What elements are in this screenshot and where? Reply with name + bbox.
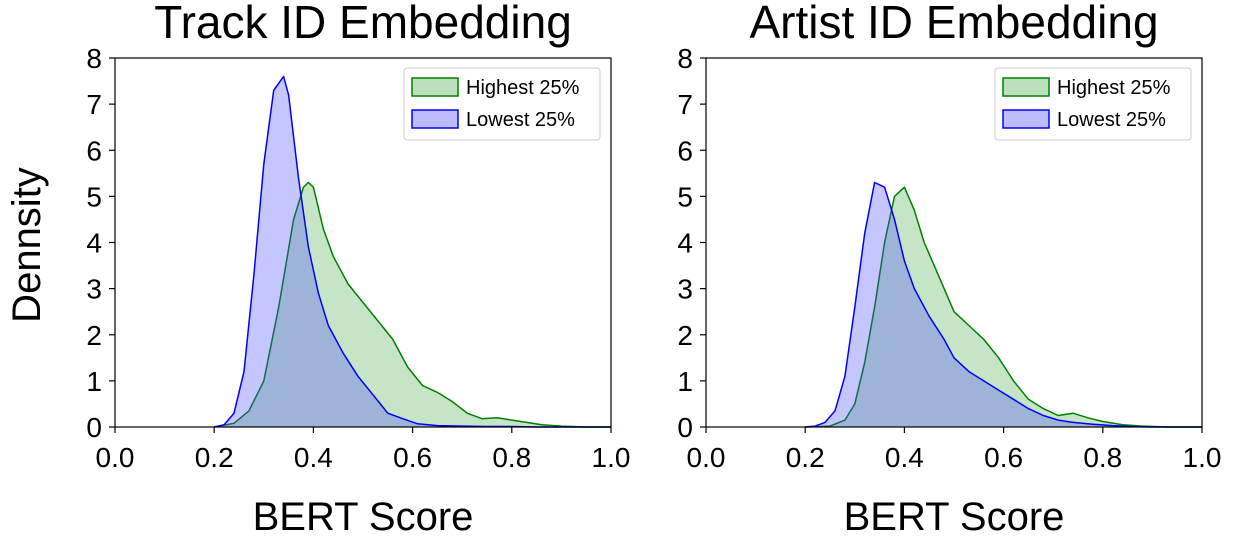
x-tick-label: 0.2 <box>195 442 234 473</box>
legend-swatch-2 <box>1002 109 1050 129</box>
x-tick-label: 0.4 <box>294 442 333 473</box>
series-area-1 <box>214 182 611 427</box>
x-tick-label: 0.6 <box>984 442 1023 473</box>
x-tick-label: 1.0 <box>1183 442 1222 473</box>
y-tick-label: 1 <box>677 366 693 397</box>
y-tick-label: 5 <box>86 181 102 212</box>
y-tick-label: 2 <box>86 320 102 351</box>
y-tick-label: 7 <box>86 89 102 120</box>
y-tick-label: 4 <box>677 228 693 259</box>
series-line-2 <box>805 181 1202 428</box>
chart-title: Track ID Embedding <box>154 0 572 48</box>
x-tick-label: 0.2 <box>786 442 825 473</box>
y-tick-label: 8 <box>86 43 102 74</box>
x-tick-label: 0.4 <box>885 442 924 473</box>
legend-swatch-2 <box>411 109 459 129</box>
y-tick-label: 1 <box>86 366 102 397</box>
chart-panel-2: 0.0 0.2 0.4 0.6 0.8 1.0 0 1 2 3 4 5 6 7 8 Artist ID Emb… <box>677 0 1221 539</box>
y-tick-label: 3 <box>86 274 102 305</box>
y-tick-label: 6 <box>677 135 693 166</box>
x-tick-label: 0.0 <box>687 442 726 473</box>
legend-label-1: Highest 25% <box>466 77 580 99</box>
y-tick-label: 4 <box>86 228 102 259</box>
legend-label-1: Highest 25% <box>1057 77 1171 99</box>
y-tick-label: 5 <box>677 181 693 212</box>
x-tick-label: 0.0 <box>96 442 135 473</box>
series-area-2 <box>805 182 1202 427</box>
series-area-1 <box>805 187 1202 427</box>
legend-box <box>403 67 601 141</box>
y-tick-label: 3 <box>677 274 693 305</box>
x-axis-label: BERT Score <box>844 495 1065 539</box>
chart-title: Artist ID Embedding <box>749 0 1158 48</box>
legend-box <box>994 67 1192 141</box>
x-tick-label: 0.6 <box>393 442 432 473</box>
y-tick-label: 8 <box>677 43 693 74</box>
chart-panel-1: 0.0 0.2 0.4 0.6 0.8 1.0 0 1 2 3 4 5 6 7 8 Track ID Embe… <box>86 0 630 539</box>
y-tick-label: 7 <box>677 89 693 120</box>
series-line-1 <box>805 186 1202 428</box>
y-tick-label: 6 <box>86 135 102 166</box>
legend-swatch-1 <box>411 77 459 97</box>
x-tick-label: 0.8 <box>492 442 531 473</box>
y-tick-label: 2 <box>677 320 693 351</box>
series-area-2 <box>214 76 611 428</box>
x-tick-label: 1.0 <box>592 442 631 473</box>
y-tick-label: 0 <box>86 412 102 443</box>
x-axis-label: BERT Score <box>253 495 474 539</box>
y-tick-label: 0 <box>677 412 693 443</box>
figure-ylabel: Dennsity <box>5 167 49 323</box>
x-tick-label: 0.8 <box>1083 442 1122 473</box>
legend-label-2: Lowest 25% <box>1057 109 1166 131</box>
legend-label-2: Lowest 25% <box>466 109 575 131</box>
legend-swatch-1 <box>1002 77 1050 97</box>
series-line-1 <box>214 181 611 428</box>
